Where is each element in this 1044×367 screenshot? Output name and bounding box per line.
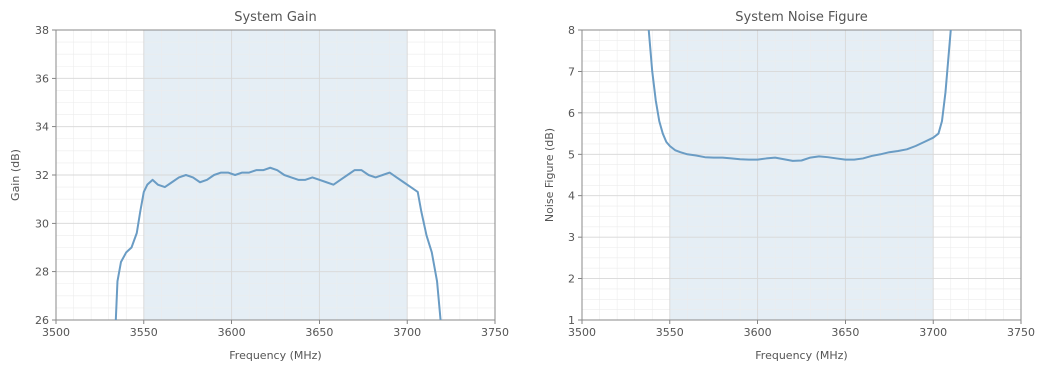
y-tick-label: 34 <box>35 121 49 134</box>
x-tick-label: 3650 <box>831 326 859 339</box>
plot-frame <box>55 29 496 321</box>
noise-figure-chart: System Noise Figure Frequency (MHz) Nois… <box>543 10 1035 362</box>
x-tick-label: 3600 <box>744 326 772 339</box>
plot-frame <box>581 29 1022 321</box>
y-tick-label: 1 <box>568 314 575 327</box>
x-tick-label: 3700 <box>393 326 421 339</box>
gain-chart: System Gain Frequency (MHz) Gain (dB) 35… <box>9 10 509 362</box>
y-tick-label: 2 <box>568 273 575 286</box>
y-tick-label: 8 <box>568 24 575 37</box>
y-tick-label: 30 <box>35 217 49 230</box>
noise-figure-chart-xlabel: Frequency (MHz) <box>755 349 847 362</box>
y-tick-label: 5 <box>568 148 575 161</box>
gain-chart-ylabel: Gain (dB) <box>9 149 22 201</box>
x-tick-label: 3650 <box>305 326 333 339</box>
noise-figure-chart-title: System Noise Figure <box>735 10 868 25</box>
noise-figure-chart-ylabel: Noise Figure (dB) <box>543 128 556 222</box>
y-tick-label: 28 <box>35 266 49 279</box>
x-tick-label: 3750 <box>481 326 509 339</box>
x-tick-label: 3500 <box>42 326 70 339</box>
gain-chart-title: System Gain <box>234 10 317 25</box>
x-tick-label: 3550 <box>656 326 684 339</box>
y-tick-label: 32 <box>35 169 49 182</box>
gain-chart-xlabel: Frequency (MHz) <box>229 349 321 362</box>
y-tick-label: 4 <box>568 190 575 203</box>
x-tick-label: 3700 <box>919 326 947 339</box>
x-tick-label: 3500 <box>568 326 596 339</box>
y-tick-label: 36 <box>35 72 49 85</box>
y-tick-label: 3 <box>568 231 575 244</box>
x-tick-label: 3750 <box>1007 326 1035 339</box>
y-tick-label: 7 <box>568 65 575 78</box>
x-tick-label: 3600 <box>218 326 246 339</box>
y-tick-label: 38 <box>35 24 49 37</box>
y-tick-label: 26 <box>35 314 49 327</box>
series-line <box>647 30 952 162</box>
y-tick-label: 6 <box>568 107 575 120</box>
series-line <box>114 166 442 320</box>
x-tick-label: 3550 <box>130 326 158 339</box>
